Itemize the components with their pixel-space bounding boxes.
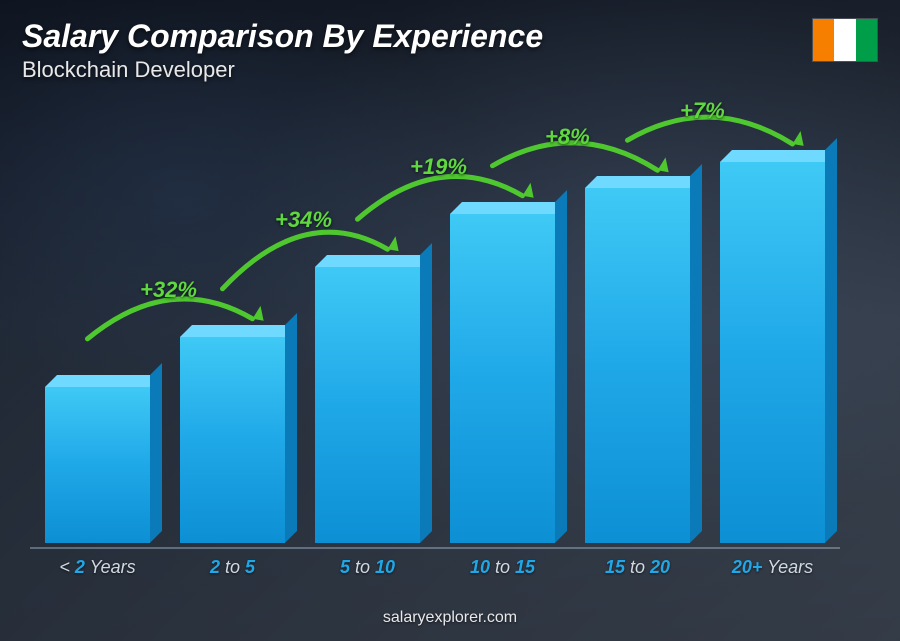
- increase-label: +34%: [275, 207, 332, 233]
- bar-top-face: [180, 325, 297, 337]
- bar-top-face: [315, 255, 432, 267]
- bar: [450, 214, 555, 543]
- bar-front-face: [585, 188, 690, 543]
- increase-label: +19%: [410, 154, 467, 180]
- bar-side-face: [150, 363, 162, 543]
- increase-label: +8%: [545, 124, 590, 150]
- bar: [720, 162, 825, 543]
- page-title: Salary Comparison By Experience: [22, 18, 878, 55]
- bar-top-face: [450, 202, 567, 214]
- country-flag-cote-divoire: [812, 18, 878, 62]
- x-axis-labels: < 2 Years2 to 55 to 1010 to 1515 to 2020…: [30, 547, 840, 581]
- bar-front-face: [315, 267, 420, 543]
- increase-label: +32%: [140, 277, 197, 303]
- x-axis-label: < 2 Years: [30, 549, 165, 581]
- bar-wrap: [165, 110, 300, 543]
- bar-side-face: [825, 138, 837, 543]
- x-axis-label: 5 to 10: [300, 549, 435, 581]
- bar-front-face: [720, 162, 825, 543]
- bar-group: [570, 110, 705, 543]
- x-axis-label: 2 to 5: [165, 549, 300, 581]
- bar-wrap: [705, 110, 840, 543]
- bar-side-face: [555, 190, 567, 543]
- flag-stripe-green: [856, 19, 877, 61]
- bar-front-face: [180, 337, 285, 543]
- bar-group: [30, 110, 165, 543]
- bar: [180, 337, 285, 543]
- bar-top-face: [45, 375, 162, 387]
- bar-side-face: [285, 313, 297, 543]
- bar-wrap: [30, 110, 165, 543]
- bars-container: +32%+34%+19%+8%+7%: [30, 110, 840, 543]
- x-axis-label: 10 to 15: [435, 549, 570, 581]
- bar-wrap: [570, 110, 705, 543]
- flag-stripe-orange: [813, 19, 834, 61]
- flag-stripe-white: [834, 19, 855, 61]
- bar-side-face: [420, 243, 432, 543]
- bar: [45, 387, 150, 543]
- increase-label: +7%: [680, 98, 725, 124]
- bar-group: [165, 110, 300, 543]
- x-axis-label: 15 to 20: [570, 549, 705, 581]
- bar: [585, 188, 690, 543]
- x-axis-label: 20+ Years: [705, 549, 840, 581]
- bar-side-face: [690, 164, 702, 543]
- footer-attribution: salaryexplorer.com: [0, 609, 900, 627]
- bar-top-face: [720, 150, 837, 162]
- bar-front-face: [45, 387, 150, 543]
- header: Salary Comparison By Experience Blockcha…: [22, 18, 878, 83]
- page-subtitle: Blockchain Developer: [22, 57, 878, 83]
- bar-group: [705, 110, 840, 543]
- bar-top-face: [585, 176, 702, 188]
- bar-front-face: [450, 214, 555, 543]
- chart-area: +32%+34%+19%+8%+7% < 2 Years2 to 55 to 1…: [30, 110, 840, 581]
- bar: [315, 267, 420, 543]
